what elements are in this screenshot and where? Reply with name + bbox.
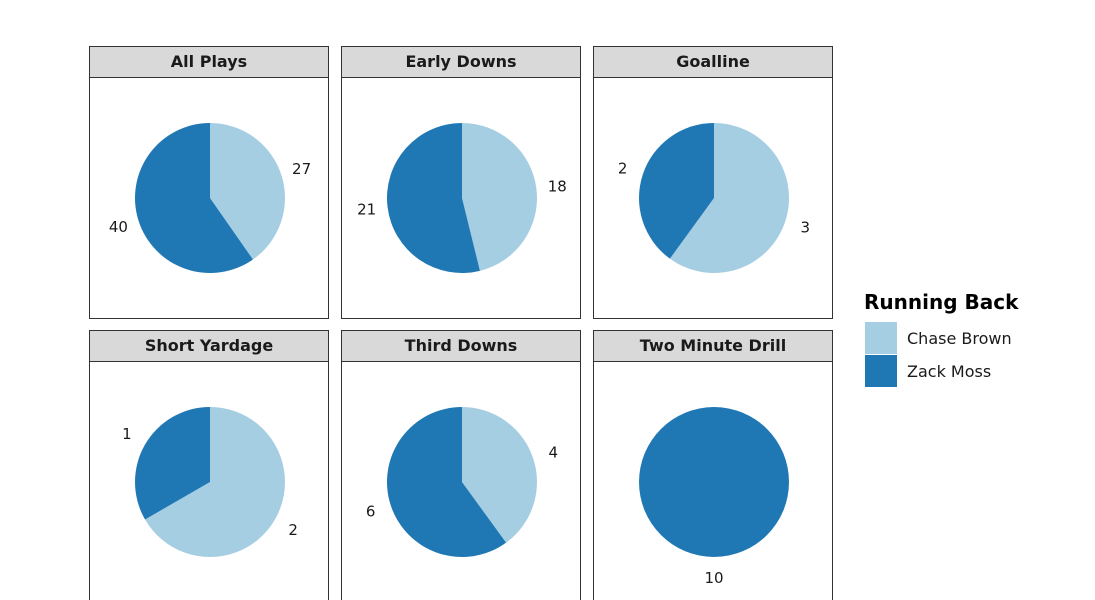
legend-title: Running Back — [864, 290, 1019, 314]
pie-slice-chase-brown — [145, 407, 286, 557]
panel-strip — [89, 46, 329, 78]
data-label-chase-brown: 2 — [288, 521, 298, 539]
pie-slice-zack-moss — [387, 407, 507, 557]
panel-third-downs: Third Downs 4 6 — [341, 330, 581, 600]
panel-strip — [89, 330, 329, 362]
pie-slice-chase-brown — [462, 123, 537, 271]
panel-title: Third Downs — [405, 336, 518, 355]
panel-strip — [341, 46, 581, 78]
pie-slice-chase-brown — [462, 407, 538, 543]
data-label-chase-brown: 18 — [548, 177, 567, 195]
pie-slice-zack-moss — [135, 407, 210, 520]
data-label-chase-brown: 3 — [801, 219, 811, 237]
panel-strip — [341, 330, 581, 362]
pie-slice-zack-moss — [639, 407, 789, 557]
panel-all-plays: All Plays 27 40 — [89, 46, 329, 319]
legend-swatch-chase-brown — [865, 322, 897, 354]
legend-label-zack-moss: Zack Moss — [907, 362, 991, 381]
panel-title: Short Yardage — [145, 336, 274, 355]
panel-early-downs: Early Downs 18 21 — [341, 46, 581, 319]
data-label-zack-moss: 6 — [366, 503, 376, 521]
pie-slice-zack-moss — [386, 123, 480, 273]
panel-short-yardage: Short Yardage 2 1 — [89, 330, 329, 600]
pie-slice-zack-moss — [638, 123, 714, 259]
data-label-zack-moss: 21 — [357, 201, 376, 219]
legend: Running Back Chase Brown Zack Moss — [864, 290, 1019, 387]
data-label-zack-moss: 1 — [122, 425, 132, 443]
data-label-zack-moss: 10 — [704, 569, 723, 587]
pie-slice-chase-brown — [669, 123, 789, 273]
legend-swatch-zack-moss — [865, 355, 897, 387]
pie-slice-zack-moss — [134, 123, 253, 273]
data-label-zack-moss: 2 — [618, 159, 628, 177]
data-label-chase-brown: 4 — [549, 443, 559, 461]
panel-goalline: Goalline 3 2 — [593, 46, 833, 319]
panel-title: All Plays — [171, 52, 247, 71]
panel-title: Two Minute Drill — [640, 336, 786, 355]
panel-title: Early Downs — [405, 52, 516, 71]
pie-slice-chase-brown — [210, 123, 285, 260]
legend-label-chase-brown: Chase Brown — [907, 329, 1012, 348]
data-label-zack-moss: 40 — [109, 218, 128, 236]
data-label-chase-brown: 27 — [292, 160, 311, 178]
panel-strip — [593, 46, 833, 78]
panel-title: Goalline — [676, 52, 750, 71]
panel-two-minute-drill: Two Minute Drill 10 — [593, 330, 833, 600]
panel-strip — [593, 330, 833, 362]
